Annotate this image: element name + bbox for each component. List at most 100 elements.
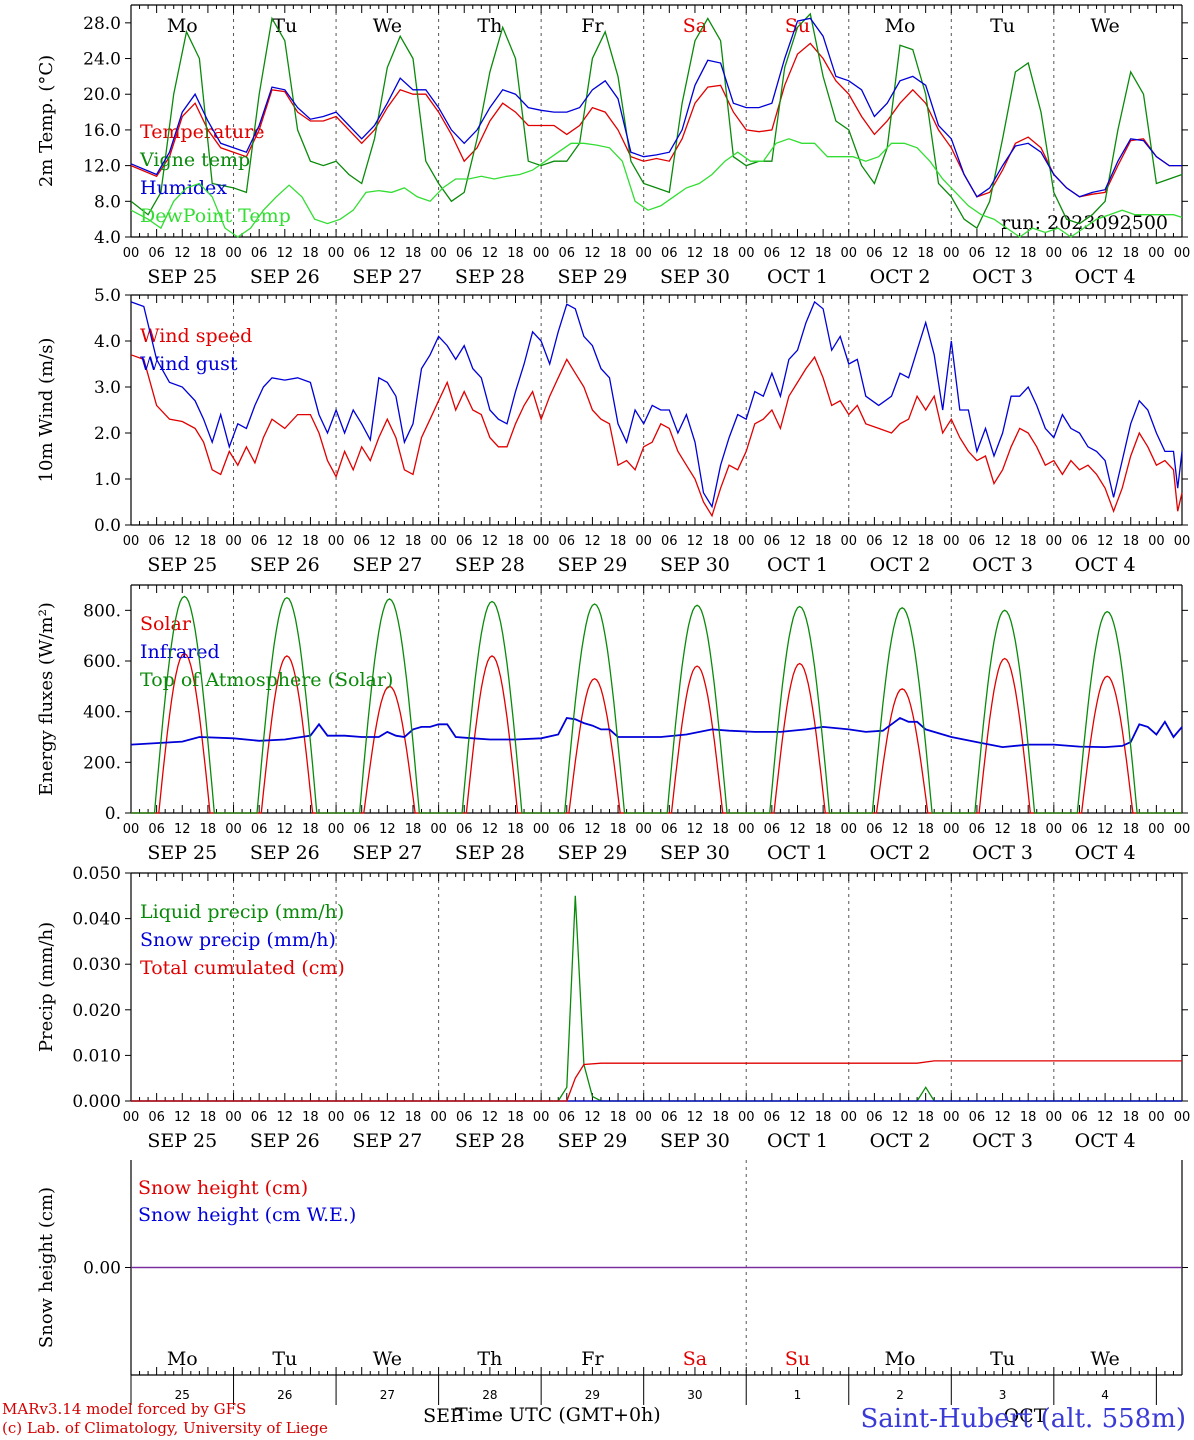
hour-tick-label: 18 [507,534,524,549]
y-tick-label: 200. [83,753,121,773]
day-label: OCT 3 [972,266,1033,288]
legend-entry: Infrared [140,641,220,663]
hour-tick-label: 00 [738,246,755,261]
weekday-label: We [373,1348,402,1370]
day-label: SEP 25 [147,266,217,288]
y-tick-label: 20.0 [83,85,121,105]
day-label: SEP 25 [147,1130,217,1152]
hour-tick-label: 00 [738,1110,755,1125]
hour-tick-label: 00 [738,822,755,837]
weekday-label: Mo [167,1348,198,1370]
y-tick-label: 0.00 [83,1259,121,1279]
y-axis-label: Precip (mm/h) [36,922,57,1052]
legend-entry: Solar [140,613,192,635]
hour-tick-label: 06 [661,822,678,837]
hour-tick-label: 12 [482,534,499,549]
day-label: OCT 1 [767,554,828,576]
day-label: OCT 4 [1075,266,1136,288]
day-number-label: 27 [380,1388,395,1402]
hour-tick-label: 18 [815,822,832,837]
hour-tick-label: 18 [917,246,934,261]
hour-tick-label: 00 [1174,1110,1191,1125]
hour-tick-label: 18 [712,1110,729,1125]
hour-tick-label: 18 [302,246,319,261]
hour-tick-label: 06 [764,246,781,261]
y-tick-label: 0.000 [72,1092,121,1112]
hour-tick-label: 00 [1148,1110,1165,1125]
day-label: SEP 26 [250,842,320,864]
hour-tick-label: 00 [328,246,345,261]
hour-tick-label: 12 [892,246,909,261]
weekday-label: Tu [990,1348,1015,1370]
hour-tick-label: 06 [251,246,268,261]
hour-tick-label: 00 [430,246,447,261]
day-label: SEP 30 [660,554,730,576]
hour-tick-label: 12 [174,822,191,837]
y-tick-label: 1.0 [94,470,121,490]
legend-entry: Snow precip (mm/h) [140,929,336,951]
day-label: SEP 30 [660,266,730,288]
y-tick-label: 8.0 [94,192,121,212]
hour-tick-label: 06 [969,822,986,837]
hour-tick-label: 06 [251,1110,268,1125]
day-label: OCT 4 [1075,554,1136,576]
run-label: run: 2023092500 [1001,212,1168,234]
hour-tick-label: 00 [533,1110,550,1125]
y-tick-label: 2.0 [94,424,121,444]
weekday-label: Fr [581,1348,604,1370]
hour-tick-label: 00 [1174,822,1191,837]
hour-tick-label: 00 [738,534,755,549]
hour-tick-label: 18 [610,534,627,549]
hour-tick-label: 18 [507,1110,524,1125]
hour-tick-label: 06 [456,246,473,261]
day-label: SEP 27 [352,554,422,576]
station-name: Saint-Hubert (alt. 558m) [860,1404,1186,1434]
hour-tick-label: 06 [764,534,781,549]
y-tick-label: 4.0 [94,332,121,352]
day-label: SEP 27 [352,266,422,288]
hour-tick-label: 00 [1046,246,1063,261]
day-number-label: 1 [794,1388,802,1402]
hour-tick-label: 18 [815,246,832,261]
hour-tick-label: 06 [456,534,473,549]
hour-tick-label: 12 [277,1110,294,1125]
weekday-label: We [373,15,402,37]
y-tick-label: 0. [105,804,121,824]
hour-tick-label: 06 [456,1110,473,1125]
hour-tick-label: 12 [892,822,909,837]
hour-tick-label: 12 [174,246,191,261]
series-line [130,17,1182,198]
legend-entry: Snow height (cm) [138,1177,308,1199]
hour-tick-label: 18 [712,822,729,837]
day-label: SEP 30 [660,842,730,864]
hour-tick-label: 12 [277,246,294,261]
hour-tick-label: 00 [943,534,960,549]
hour-tick-label: 12 [482,822,499,837]
hour-tick-label: 06 [353,246,370,261]
hour-tick-label: 12 [379,534,396,549]
hour-tick-label: 12 [687,534,704,549]
hour-tick-label: 12 [174,534,191,549]
day-label: SEP 26 [250,266,320,288]
y-tick-label: 600. [83,652,121,672]
weekday-label: Th [477,1348,502,1370]
y-tick-label: 28.0 [83,14,121,34]
hour-tick-label: 06 [251,822,268,837]
hour-tick-label: 18 [200,246,217,261]
hour-tick-label: 06 [353,534,370,549]
hour-tick-label: 06 [661,534,678,549]
hour-tick-label: 18 [610,1110,627,1125]
day-label: SEP 29 [557,842,627,864]
hour-tick-label: 06 [559,534,576,549]
hour-tick-label: 06 [353,1110,370,1125]
hour-tick-label: 00 [430,822,447,837]
hour-tick-label: 06 [456,822,473,837]
series-line [130,300,1183,509]
hour-tick-label: 00 [840,246,857,261]
hour-tick-label: 06 [969,534,986,549]
hour-tick-label: 18 [1020,822,1037,837]
hour-tick-label: 18 [1020,1110,1037,1125]
hour-tick-label: 12 [687,246,704,261]
hour-tick-label: 06 [1071,246,1088,261]
y-tick-label: 16.0 [83,121,121,141]
